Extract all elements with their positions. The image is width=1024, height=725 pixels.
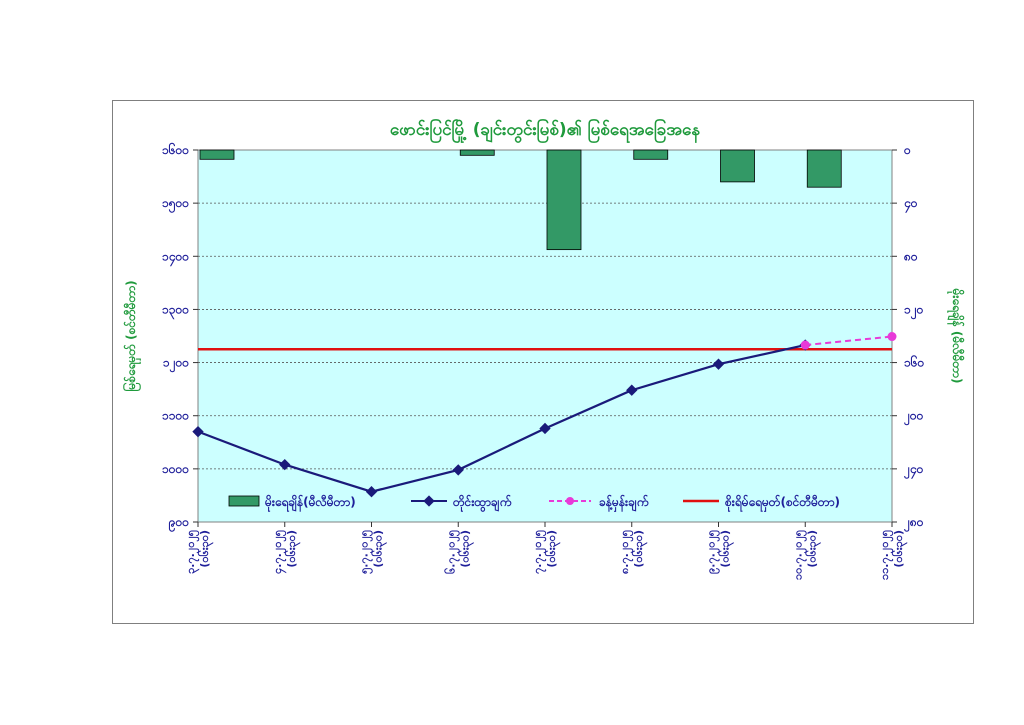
- rain-bar: [806, 149, 842, 188]
- forecast-points: [800, 332, 897, 350]
- x-tick-label: ၈.၇.၂၀၂၅ (၀၆း၃၀): [618, 529, 648, 574]
- right-tick-label: ၁၂၀: [904, 302, 924, 320]
- chart-title: ဖောင်းပြင်မြို့ (ချင်းတွင်းမြစ်)၏ မြစ်ရေ…: [390, 117, 700, 144]
- left-axis-label: မြစ်ရေမှတ် (စင်တီမီတာ): [121, 280, 142, 391]
- measured-point: [712, 358, 725, 370]
- right-tick-label: ၂၀၀: [903, 409, 924, 427]
- x-tick-date: ၇.၇.၂၀၂၅: [531, 529, 547, 574]
- legend-measured-label: တိုင်းထွာချက်: [452, 493, 512, 513]
- rain-bar: [459, 149, 495, 156]
- forecast-series-line: [805, 335, 893, 347]
- right-tick-label: ၄၀: [903, 196, 918, 214]
- x-axis-ticks: ၃.၇.၂၀၂၅ (၀၆း၃၀) ၄.၇.၂၀၂၅ (၀၆း၃၀) ၅.၇.၂၀၂၅ (၀…: [184, 522, 908, 580]
- measured-point: [539, 422, 551, 435]
- x-tick-date: ၅.၇.၂၀၂၅: [358, 529, 374, 574]
- x-tick-date: ၆.၇.၂၀၂၅: [444, 529, 460, 574]
- x-tick-label: ၁၁.၇.၂၀၂၅ (၀၆း၃၀): [878, 529, 908, 580]
- left-tick-label: ၁၂၀၀: [163, 356, 189, 374]
- x-tick-date: ၈.၇.၂၀၂၅: [618, 529, 634, 574]
- legend-measured-marker: [423, 495, 435, 507]
- rain-bars: [199, 149, 842, 251]
- chart-frame: ၁၆၀၀ ၁၅၀၀ ၁၄၀၀ ၁၃၀၀ ၁၂၀၀ ၁၁၀၀ ၁၀၀၀ ၉၀၀ ၀၄၀ ၈၀ ၁၂၀…: [112, 100, 974, 624]
- x-tick-date: ၄.၇.၂၀၂၅: [271, 529, 287, 574]
- x-tick-label: ၆.၇.၂၀၂၅ (၀၆း၃၀): [444, 529, 474, 574]
- x-tick-time: (၀၆း၃၀): [545, 530, 561, 568]
- x-tick-time: (၀၆း၃၀): [372, 530, 388, 568]
- rain-bar: [546, 149, 582, 251]
- legend-forecast-marker: [566, 497, 574, 505]
- legend-rain-swatch: [228, 495, 260, 507]
- x-tick-date: ၁၁.၇.၂၀၂၅: [878, 529, 894, 580]
- measured-point: [626, 384, 638, 396]
- x-tick-time: (၀၆း၃၀): [198, 530, 214, 568]
- forecast-point: [887, 332, 897, 342]
- x-tick-time: (၀၆း၃၀): [285, 530, 301, 568]
- plot-area: [197, 149, 893, 523]
- legend-rain-label: မိုးရေချိန်(မီလီမီတာ): [264, 493, 356, 513]
- measured-point: [365, 486, 378, 498]
- left-tick-label: ၁၀၀၀: [162, 462, 189, 476]
- right-tick-label: ၁၆၀: [904, 354, 925, 370]
- right-axis-label: မိုးရေချိန် (မီလီမီတာ): [946, 288, 966, 384]
- left-tick-label: ၁၁၀၀: [162, 409, 189, 423]
- x-tick-time: (၀၆း၃၀): [719, 530, 735, 568]
- right-tick-label: ၀: [903, 143, 911, 157]
- left-tick-label: ၁၆၀၀: [162, 141, 189, 157]
- right-tick-label: ၂၄၀: [903, 462, 924, 480]
- x-tick-label: ၁၀.၇.၂၀၂၅ (၀၆း၃၀): [791, 529, 821, 580]
- right-tick-label: ၂၈၀: [903, 515, 924, 533]
- rain-bar: [199, 149, 235, 160]
- left-tick-label: ၁၄၀၀: [162, 249, 189, 267]
- x-tick-label: ၇.၇.၂၀၂၅ (၀၆း၃၀): [531, 529, 561, 574]
- right-tick-label: ၈၀: [903, 249, 918, 263]
- measured-points: [192, 339, 811, 498]
- left-tick-label: ၁၅၀၀: [162, 196, 189, 214]
- x-tick-time: (၀၆း၃၀): [805, 530, 821, 568]
- x-tick-date: ၉.၇.၂၀၂၅: [705, 529, 721, 574]
- x-tick-time: (၀၆း၃၀): [458, 530, 474, 568]
- x-tick-label: ၃.၇.၂၀၂၅ (၀၆း၃၀): [184, 529, 214, 574]
- x-tick-label: ၉.၇.၂၀၂၅ (၀၆း၃၀): [705, 529, 735, 574]
- left-tick-label: ၉၀၀: [168, 515, 190, 533]
- x-tick-time: (၀၆း၃၀): [892, 530, 908, 568]
- measured-point: [452, 464, 464, 476]
- legend-forecast-label: ခန့်မှန်းချက်: [599, 493, 649, 513]
- left-tick-label: ၁၃၀၀: [162, 302, 189, 320]
- measured-point: [279, 458, 291, 471]
- x-tick-time: (၀၆း၃၀): [632, 530, 648, 568]
- x-tick-label: ၄.၇.၂၀၂၅ (၀၆း၃၀): [271, 529, 301, 574]
- legend: မိုးရေချိန်(မီလီမီတာ) တိုင်းထွာချက် ခန့်…: [228, 493, 840, 513]
- rain-bar: [720, 149, 755, 183]
- x-tick-date: ၃.၇.၂၀၂၅: [184, 529, 200, 574]
- legend-alert-label: စိုးရိမ်ရေမှတ်(စင်တီမီတာ): [724, 493, 840, 513]
- measured-series-line: [197, 343, 806, 493]
- rain-bar: [633, 149, 669, 160]
- x-tick-date: ၁၀.၇.၂၀၂၅: [791, 529, 807, 580]
- x-tick-label: ၅.၇.၂၀၂၅ (၀၆း၃၀): [358, 529, 388, 574]
- forecast-point: [800, 340, 810, 350]
